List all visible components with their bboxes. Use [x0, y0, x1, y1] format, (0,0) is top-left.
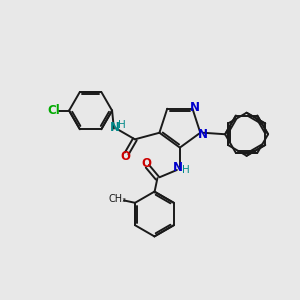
- Text: H: H: [118, 120, 125, 130]
- Text: O: O: [120, 150, 130, 163]
- Text: CH₃: CH₃: [109, 194, 127, 204]
- Text: N: N: [173, 161, 183, 174]
- Text: O: O: [141, 157, 151, 170]
- Text: Cl: Cl: [47, 104, 60, 117]
- Text: N: N: [190, 101, 200, 114]
- Text: N: N: [198, 128, 208, 141]
- Text: H: H: [182, 165, 190, 175]
- Text: N: N: [110, 121, 120, 134]
